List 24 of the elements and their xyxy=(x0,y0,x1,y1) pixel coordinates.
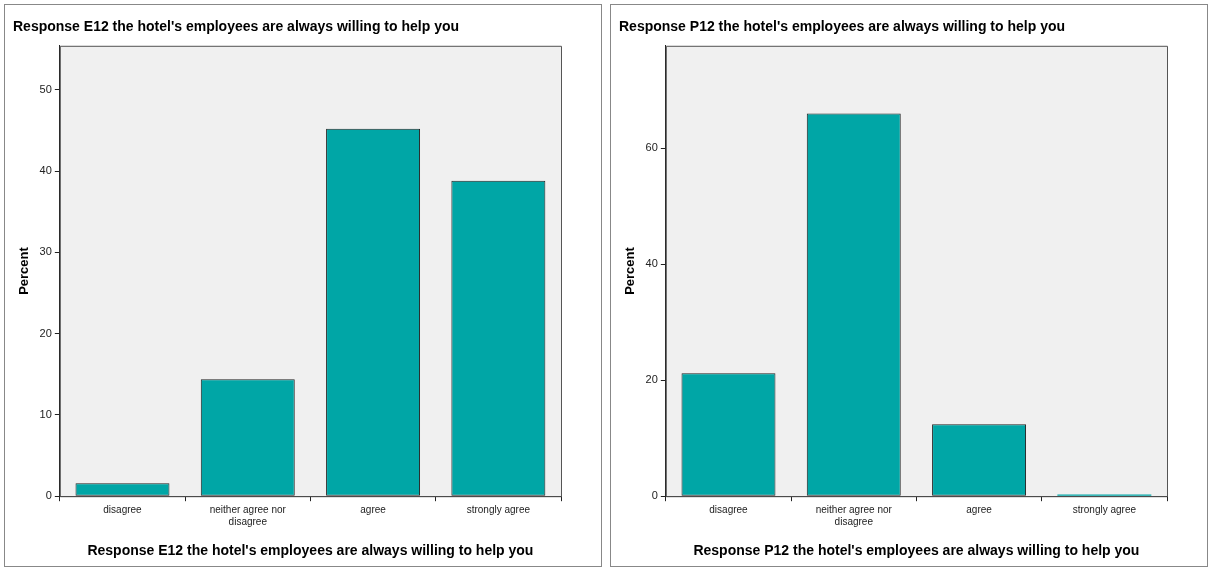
x-tick-label: neither agree nor disagree xyxy=(815,503,893,527)
y-tick-label: 0 xyxy=(651,489,658,502)
y-tick-label: 40 xyxy=(39,164,52,177)
y-tick-label: 40 xyxy=(645,257,658,270)
x-tick-label: agree xyxy=(360,503,387,515)
y-tick-label: 50 xyxy=(39,82,52,95)
x-tick-label: strongly agree xyxy=(1072,503,1137,515)
y-tick-label: 60 xyxy=(645,141,658,154)
x-axis-title: Response P12 the hotel's employees are always willing to help you xyxy=(693,542,1140,559)
y-tick-label: 0 xyxy=(45,489,52,502)
y-tick-label: 30 xyxy=(39,245,52,258)
x-tick-label: disagree xyxy=(709,503,749,515)
chart-title: Response E12 the hotel's employees are always willing to help you xyxy=(13,18,460,35)
y-axis-title: Percent xyxy=(622,246,638,295)
x-tick-label: agree xyxy=(966,503,993,515)
y-tick-label: 10 xyxy=(39,407,52,420)
y-tick-label: 20 xyxy=(39,326,52,339)
chart-title: Response P12 the hotel's employees are always willing to help you xyxy=(619,18,1066,35)
y-axis-title: Percent xyxy=(16,246,32,295)
y-tick-label: 20 xyxy=(645,373,658,386)
x-axis-title: Response E12 the hotel's employees are always willing to help you xyxy=(87,542,534,559)
x-tick-label: strongly agree xyxy=(466,503,531,515)
x-tick-label: disagree xyxy=(103,503,143,515)
x-tick-label: neither agree nor disagree xyxy=(209,503,287,527)
